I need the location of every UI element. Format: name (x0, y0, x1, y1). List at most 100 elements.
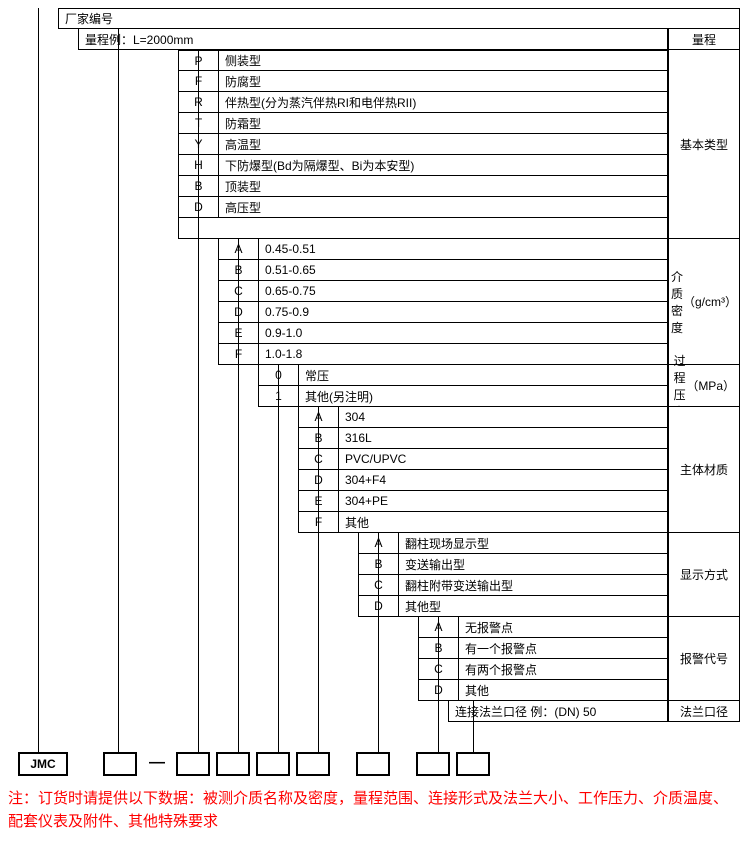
spec-desc: 变送输出型 (399, 554, 667, 574)
spec-code: F (219, 344, 259, 364)
section-label: 介质密度（g/cm³） (668, 239, 740, 365)
section-label: 过程压力（MPa） (668, 365, 740, 407)
spec-desc: 下防爆型(Bd为隔爆型、Bi为本安型) (219, 155, 667, 175)
spec-code: D (219, 302, 259, 322)
spec-code: B (179, 176, 219, 196)
spec-code: A (419, 617, 459, 637)
spec-row: B顶装型 (178, 176, 668, 197)
spec-desc: 无报警点 (459, 617, 667, 637)
spec-row: B有一个报警点 (418, 638, 668, 659)
spec-code: P (179, 51, 219, 70)
spec-code: 0 (259, 365, 299, 385)
spec-code: B (219, 260, 259, 280)
spec-row: F其他 (298, 512, 668, 533)
spec-row: A304 (298, 407, 668, 428)
spec-desc: 伴热型(分为蒸汽伴热RI和电伴热RII) (219, 92, 667, 112)
spec-row: A翻柱现场显示型 (358, 533, 668, 554)
spec-desc: 0.9-1.0 (259, 323, 667, 343)
spec-code: D (419, 680, 459, 700)
ordering-note: 注：订货时请提供以下数据：被测介质名称及密度，量程范围、连接形式及法兰大小、工作… (8, 788, 742, 833)
spec-row: CPVC/UPVC (298, 449, 668, 470)
spec-row: D高压型 (178, 197, 668, 218)
spec-row: B变送输出型 (358, 554, 668, 575)
spec-code: A (299, 407, 339, 427)
spec-row: D其他型 (358, 596, 668, 617)
spec-desc: 304+F4 (339, 470, 667, 490)
spec-row: Y高温型 (178, 134, 668, 155)
spec-row: D其他 (418, 680, 668, 701)
header-row (178, 218, 668, 239)
section-label: 主体材质 (668, 407, 740, 533)
spec-code: C (419, 659, 459, 679)
spec-row: E304+PE (298, 491, 668, 512)
product-code-box (176, 752, 210, 776)
spec-code: Y (179, 134, 219, 154)
spec-code: C (299, 449, 339, 469)
spec-code: A (359, 533, 399, 553)
spec-row: D0.75-0.9 (218, 302, 668, 323)
spec-row: B316L (298, 428, 668, 449)
spec-desc: 其他 (459, 680, 667, 700)
spec-desc: 其他(另注明) (299, 386, 667, 406)
product-code-box (416, 752, 450, 776)
spec-code: E (299, 491, 339, 511)
product-code-box (256, 752, 290, 776)
spec-code: T (179, 113, 219, 133)
section-label: 报警代号 (668, 617, 740, 701)
spec-desc: 防腐型 (219, 71, 667, 91)
spec-code: E (219, 323, 259, 343)
ordering-code-diagram: 厂家编号量程例：L=2000mm量程P侧装型F防腐型R伴热型(分为蒸汽伴热RI和… (8, 8, 742, 782)
header-row: 厂家编号 (58, 8, 740, 29)
spec-row: D304+F4 (298, 470, 668, 491)
spec-row: 1其他(另注明) (258, 386, 668, 407)
spec-row: R伴热型(分为蒸汽伴热RI和电伴热RII) (178, 92, 668, 113)
spec-row: C翻柱附带变送输出型 (358, 575, 668, 596)
spec-row: A无报警点 (418, 617, 668, 638)
spec-code: H (179, 155, 219, 175)
section-label: 基本类型 (668, 50, 740, 239)
spec-code: F (299, 512, 339, 532)
spec-desc: 高压型 (219, 197, 667, 217)
spec-row: 0常压 (258, 365, 668, 386)
spec-desc: 其他 (339, 512, 667, 532)
spec-code: A (219, 239, 259, 259)
product-dash: — (149, 754, 165, 772)
spec-code: B (359, 554, 399, 574)
spec-desc: 有一个报警点 (459, 638, 667, 658)
spec-code: 1 (259, 386, 299, 406)
spec-desc: 其他型 (399, 596, 667, 616)
spec-desc: PVC/UPVC (339, 449, 667, 469)
product-code-box (456, 752, 490, 776)
spec-code: R (179, 92, 219, 112)
spec-desc: 有两个报警点 (459, 659, 667, 679)
spec-code: B (299, 428, 339, 448)
spec-desc: 常压 (299, 365, 667, 385)
spec-row: A0.45-0.51 (218, 239, 668, 260)
spec-row: E0.9-1.0 (218, 323, 668, 344)
spec-code: D (359, 596, 399, 616)
spec-desc: 侧装型 (219, 51, 667, 70)
spec-row: P侧装型 (178, 50, 668, 71)
spec-row: F防腐型 (178, 71, 668, 92)
section-label: 显示方式 (668, 533, 740, 617)
spec-desc: 防霜型 (219, 113, 667, 133)
spec-code: C (359, 575, 399, 595)
spec-row: B0.51-0.65 (218, 260, 668, 281)
spec-code: D (299, 470, 339, 490)
spec-desc: 0.65-0.75 (259, 281, 667, 301)
range-label: 量程 (668, 29, 740, 50)
spec-row: C0.65-0.75 (218, 281, 668, 302)
spec-row: H下防爆型(Bd为隔爆型、Bi为本安型) (178, 155, 668, 176)
spec-desc: 翻柱现场显示型 (399, 533, 667, 553)
spec-row: T防霜型 (178, 113, 668, 134)
spec-code: C (219, 281, 259, 301)
spec-row: F1.0-1.8 (218, 344, 668, 365)
product-prefix-box: JMC (18, 752, 68, 776)
spec-desc: 顶装型 (219, 176, 667, 196)
product-code-box (296, 752, 330, 776)
header-row: 连接法兰口径 例：(DN) 50 (448, 701, 668, 722)
product-code-box (216, 752, 250, 776)
section-label: 法兰口径 (668, 701, 740, 722)
product-code-box (356, 752, 390, 776)
spec-desc: 316L (339, 428, 667, 448)
